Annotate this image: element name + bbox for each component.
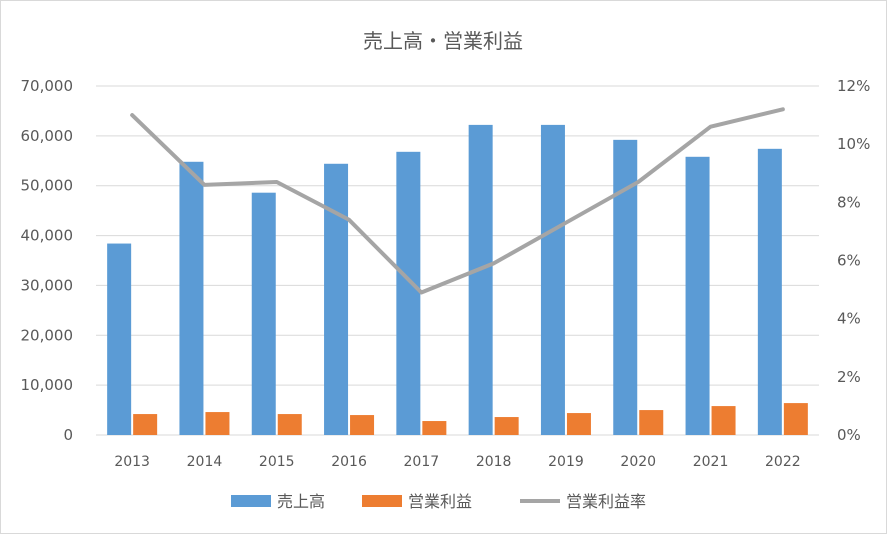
bar-operating-profit xyxy=(277,414,302,435)
x-tick-label: 2018 xyxy=(476,454,512,470)
y-left-tick-label: 0 xyxy=(63,426,73,444)
y-axis-left: 0 10,000 20,000 30,000 40,000 50,000 60,000 70,… xyxy=(21,77,74,444)
line-series xyxy=(130,107,785,295)
legend-swatch-sales xyxy=(231,495,271,507)
y-right-tick-label: 12% xyxy=(837,77,870,95)
y-left-tick-label: 40,000 xyxy=(21,227,74,245)
legend-label-margin: 営業利益率 xyxy=(566,492,646,511)
y-right-tick-label: 4% xyxy=(837,310,861,328)
bar-sales xyxy=(468,124,493,435)
x-tick-label: 2020 xyxy=(620,454,656,470)
y-left-tick-label: 30,000 xyxy=(21,276,74,294)
bar-sales xyxy=(757,148,782,435)
bar-sales xyxy=(251,192,276,435)
x-tick-label: 2015 xyxy=(259,454,295,470)
y-right-tick-label: 8% xyxy=(837,193,861,211)
bar-operating-profit xyxy=(494,417,519,435)
bar-operating-profit xyxy=(133,414,158,435)
bar-operating-profit xyxy=(422,421,447,435)
bar-operating-profit xyxy=(350,415,375,435)
legend-label-operating-profit: 営業利益 xyxy=(408,492,472,511)
bar-sales xyxy=(685,156,710,435)
y-right-tick-label: 10% xyxy=(837,135,870,153)
x-axis: 2013 2014 2015 2016 2017 2018 2019 2020 2021 2022 xyxy=(114,454,800,470)
y-axis-right: 0% 2% 4% 6% 8% 10% 12% xyxy=(837,77,870,444)
y-left-tick-label: 60,000 xyxy=(21,127,74,145)
bar-operating-profit xyxy=(711,406,736,435)
legend-label-sales: 売上高 xyxy=(277,492,325,511)
y-right-tick-label: 6% xyxy=(837,252,861,270)
bar-sales xyxy=(107,243,132,435)
x-tick-label: 2013 xyxy=(114,454,150,470)
bar-operating-profit xyxy=(783,403,808,435)
x-tick-label: 2022 xyxy=(765,454,801,470)
x-tick-label: 2017 xyxy=(404,454,440,470)
y-right-tick-label: 2% xyxy=(837,368,861,386)
bar-operating-profit xyxy=(566,413,591,435)
x-tick-label: 2014 xyxy=(187,454,223,470)
legend: 売上高 営業利益 営業利益率 xyxy=(231,492,646,511)
bar-operating-profit xyxy=(205,412,230,435)
y-left-tick-label: 50,000 xyxy=(21,177,74,195)
y-left-tick-label: 20,000 xyxy=(21,326,74,344)
x-tick-label: 2019 xyxy=(548,454,584,470)
x-tick-label: 2016 xyxy=(331,454,367,470)
bar-sales xyxy=(324,163,349,435)
bar-sales xyxy=(540,124,565,435)
legend-swatch-operating-profit xyxy=(362,495,402,507)
x-tick-label: 2021 xyxy=(693,454,729,470)
bar-sales xyxy=(179,161,204,436)
y-right-tick-label: 0% xyxy=(837,426,861,444)
gridlines xyxy=(96,85,819,436)
y-left-tick-label: 70,000 xyxy=(21,77,74,95)
line-operating-margin xyxy=(130,107,785,295)
chart-title: 売上高・営業利益 xyxy=(363,29,523,53)
bar-sales xyxy=(396,151,421,435)
bar-operating-profit xyxy=(639,410,664,435)
y-left-tick-label: 10,000 xyxy=(21,376,74,394)
